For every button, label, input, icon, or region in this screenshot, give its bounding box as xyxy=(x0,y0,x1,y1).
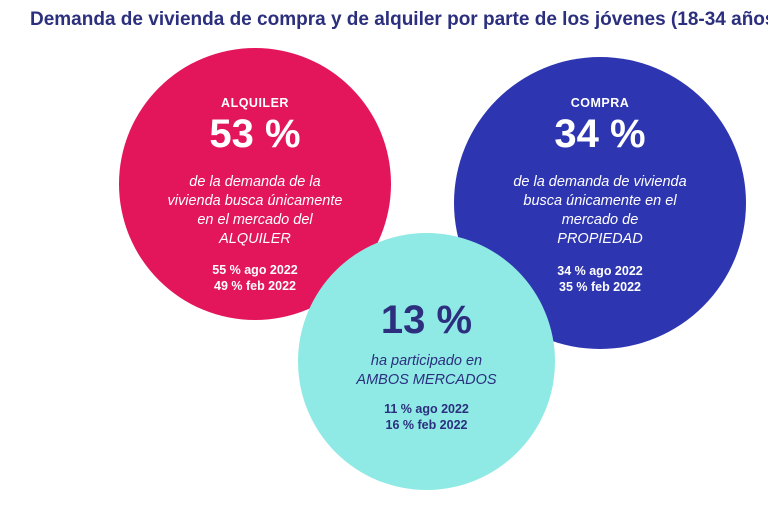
alquiler-prev-feb: 49 % feb 2022 xyxy=(214,279,296,293)
alquiler-desc-line: ALQUILER xyxy=(219,231,291,247)
compra-desc-line: busca únicamente en el xyxy=(523,193,677,209)
compra-heading: COMPRA xyxy=(570,96,630,110)
compra-desc-line: mercado de xyxy=(561,212,639,228)
compra-percent: 34 % xyxy=(554,112,646,156)
compra-desc-line: PROPIEDAD xyxy=(557,231,643,247)
page-title: Demanda de vivienda de compra y de alqui… xyxy=(30,9,768,30)
alquiler-previous-values: 55 % ago 2022 49 % feb 2022 xyxy=(212,262,297,294)
alquiler-circle: ALQUILER 53 % de la demanda de la vivien… xyxy=(119,48,391,320)
ambos-desc-line: ha participado en xyxy=(370,353,483,369)
alquiler-desc-line: vivienda busca únicamente xyxy=(167,193,343,209)
ambos-description: ha participado en AMBOS MERCADOS xyxy=(356,352,496,390)
compra-circle: COMPRA 34 % de la demanda de vivienda bu… xyxy=(454,57,746,349)
ambos-circle: 13 % ha participado en AMBOS MERCADOS 11… xyxy=(298,233,555,490)
compra-desc-line: de la demanda de vivienda xyxy=(513,174,687,190)
ambos-prev-ago: 11 % ago 2022 xyxy=(384,402,469,416)
ambos-prev-feb: 16 % feb 2022 xyxy=(385,418,468,432)
alquiler-desc-line: en el mercado del xyxy=(197,212,313,228)
alquiler-heading: ALQUILER xyxy=(221,96,289,110)
alquiler-description: de la demanda de la vivienda busca única… xyxy=(168,173,343,249)
compra-previous-values: 34 % ago 2022 35 % feb 2022 xyxy=(557,263,642,295)
compra-description: de la demanda de vivienda busca únicamen… xyxy=(513,173,686,249)
alquiler-prev-ago: 55 % ago 2022 xyxy=(212,263,298,277)
compra-prev-ago: 34 % ago 2022 xyxy=(557,264,643,278)
alquiler-desc-line: de la demanda de la xyxy=(189,174,321,190)
ambos-desc-line: AMBOS MERCADOS xyxy=(356,372,497,388)
ambos-previous-values: 11 % ago 2022 16 % feb 2022 xyxy=(384,401,469,433)
compra-prev-feb: 35 % feb 2022 xyxy=(559,280,641,294)
alquiler-percent: 53 % xyxy=(209,112,301,156)
ambos-percent: 13 % xyxy=(380,298,473,342)
